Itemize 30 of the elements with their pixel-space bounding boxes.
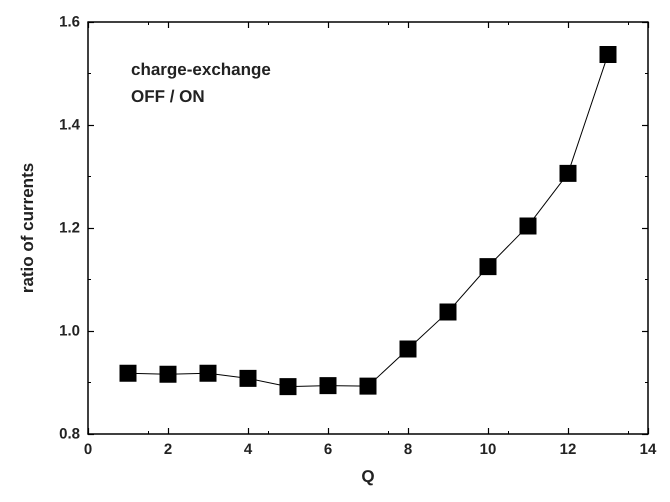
point bbox=[200, 364, 216, 382]
point bbox=[320, 377, 336, 394]
x-tick-label: 14 bbox=[640, 441, 657, 458]
x-axis-title: Q bbox=[361, 467, 375, 486]
point bbox=[440, 303, 456, 320]
point bbox=[520, 217, 536, 234]
x-tick-label: 10 bbox=[480, 441, 496, 458]
y-tick-label: 1.6 bbox=[59, 14, 80, 30]
y-tick-label: 1.0 bbox=[59, 322, 80, 340]
x-tick-label: 8 bbox=[404, 441, 412, 458]
y-axis-title: ratio of currents bbox=[18, 162, 37, 294]
y-tick-label: 1.4 bbox=[59, 116, 81, 134]
point bbox=[120, 364, 136, 382]
point bbox=[480, 258, 496, 276]
point bbox=[400, 340, 416, 358]
x-tick-label: 0 bbox=[84, 441, 92, 458]
x-tick-label: 2 bbox=[164, 441, 172, 458]
point bbox=[560, 164, 576, 182]
annotation: charge-exchange bbox=[131, 60, 271, 79]
x-tick-label: 12 bbox=[560, 441, 576, 458]
point bbox=[240, 370, 256, 387]
point bbox=[600, 46, 616, 63]
y-tick-label: 0.8 bbox=[59, 426, 80, 442]
y-tick-label: 1.2 bbox=[59, 220, 80, 236]
point bbox=[360, 378, 376, 395]
annotation: OFF / ON bbox=[131, 87, 205, 106]
x-tick-label: 4 bbox=[244, 441, 253, 458]
point bbox=[160, 366, 176, 383]
x-tick-label: 6 bbox=[324, 441, 332, 458]
point bbox=[280, 378, 296, 396]
